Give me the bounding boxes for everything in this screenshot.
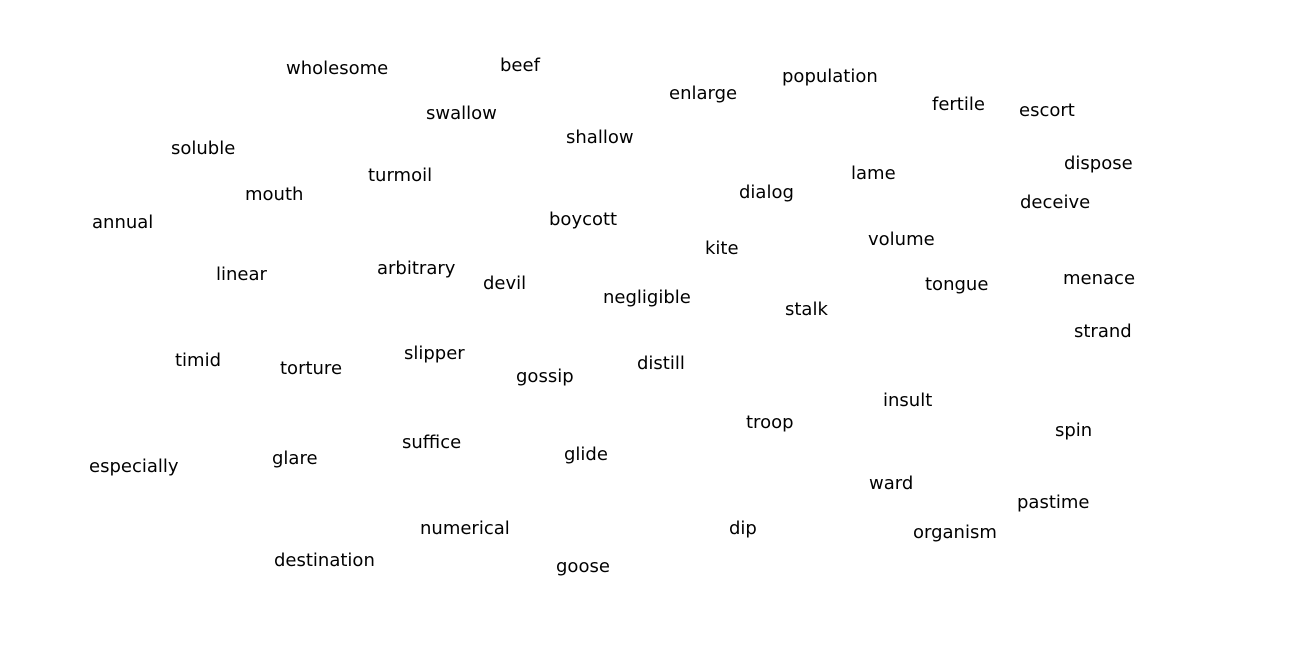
word-mouth: mouth <box>245 184 304 205</box>
word-destination: destination <box>274 550 375 571</box>
word-beef: beef <box>500 55 540 76</box>
word-annual: annual <box>92 212 154 233</box>
word-suffice: suffice <box>402 432 462 453</box>
word-troop: troop <box>746 412 794 433</box>
word-dip: dip <box>729 518 757 539</box>
word-linear: linear <box>216 264 267 285</box>
word-dispose: dispose <box>1064 153 1133 174</box>
word-shallow: shallow <box>566 127 634 148</box>
word-volume: volume <box>868 229 935 250</box>
word-glare: glare <box>272 448 318 469</box>
word-lame: lame <box>851 163 896 184</box>
word-enlarge: enlarge <box>669 83 738 104</box>
word-glide: glide <box>564 444 608 465</box>
word-especially: especially <box>89 456 179 477</box>
word-soluble: soluble <box>171 138 236 159</box>
word-goose: goose <box>556 556 610 577</box>
word-numerical: numerical <box>420 518 510 539</box>
word-stalk: stalk <box>785 299 828 320</box>
word-dialog: dialog <box>739 182 794 203</box>
word-population: population <box>782 66 878 87</box>
word-gossip: gossip <box>516 366 574 387</box>
word-deceive: deceive <box>1020 192 1091 213</box>
word-boycott: boycott <box>549 209 618 230</box>
word-fertile: fertile <box>932 94 985 115</box>
word-insult: insult <box>883 390 933 411</box>
word-negligible: negligible <box>603 287 691 308</box>
word-strand: strand <box>1074 321 1132 342</box>
word-slipper: slipper <box>404 343 465 364</box>
word-menace: menace <box>1063 268 1136 289</box>
word-ward: ward <box>869 473 914 494</box>
word-devil: devil <box>483 273 527 294</box>
word-organism: organism <box>913 522 997 543</box>
word-pastime: pastime <box>1017 492 1090 513</box>
word-timid: timid <box>175 350 222 371</box>
word-wholesome: wholesome <box>286 58 389 79</box>
word-escort: escort <box>1019 100 1075 121</box>
word-arbitrary: arbitrary <box>377 258 456 279</box>
word-swallow: swallow <box>426 103 497 124</box>
word-kite: kite <box>705 238 739 259</box>
word-spin: spin <box>1055 420 1093 441</box>
word-tongue: tongue <box>925 274 989 295</box>
word-turmoil: turmoil <box>368 165 433 186</box>
word-torture: torture <box>280 358 343 379</box>
word-distill: distill <box>637 353 685 374</box>
